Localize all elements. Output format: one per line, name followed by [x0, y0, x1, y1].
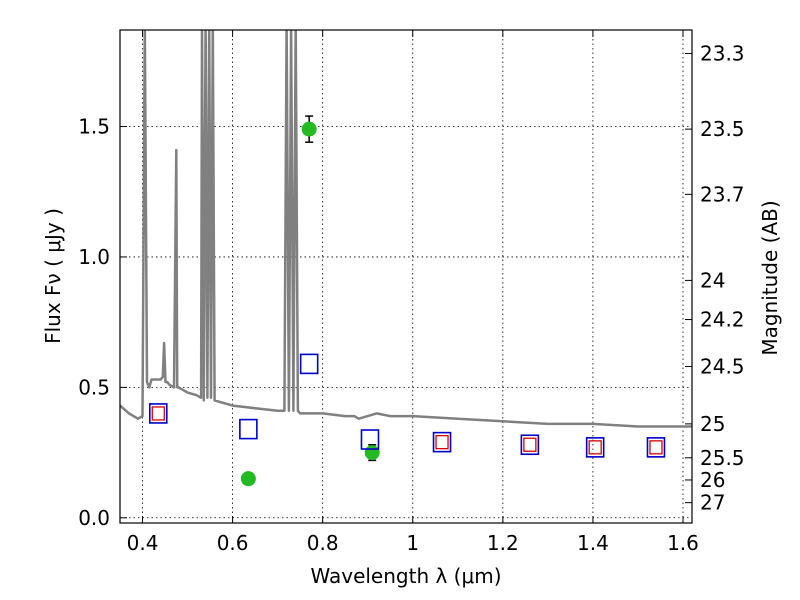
mag-tick-label: 24 [700, 268, 725, 292]
x-tick-label: 0.8 [307, 531, 339, 555]
x-tick-label: 1.4 [577, 531, 609, 555]
model-spectrum-line [120, 30, 692, 428]
mag-tick-label: 23.5 [700, 117, 745, 141]
y-axis-title: Flux Fν ( μJy ) [41, 208, 65, 344]
alt-phot-square [435, 434, 449, 450]
observed-point [364, 445, 380, 461]
model-phot-square [239, 418, 258, 440]
mag-tick-label: 27 [700, 491, 725, 515]
plot-frame [119, 29, 693, 524]
x-tick-label: 1.2 [487, 531, 519, 555]
y-tick-label: 1.5 [78, 115, 110, 139]
model-phot-square [360, 429, 380, 450]
mag-tick-label: 25 [700, 412, 725, 436]
grid [120, 30, 692, 523]
mag-tick-label: 24.2 [700, 308, 745, 332]
observed-point [301, 121, 317, 137]
model-phot-square [148, 403, 168, 424]
mag-tick-label: 23.7 [700, 182, 745, 206]
model-phot-square [299, 353, 319, 375]
alt-phot-square [649, 440, 663, 455]
x-tick-label: 1 [406, 531, 419, 555]
model-phot-square [585, 437, 605, 458]
alt-phot-square [151, 406, 165, 421]
x-tick-label: 1.6 [667, 531, 699, 555]
model-phot-square [646, 437, 666, 458]
alt-phot-square [523, 437, 537, 452]
mag-tick-label: 25.5 [700, 446, 745, 470]
series-layer [120, 30, 692, 487]
y-tick-label: 0.5 [78, 375, 110, 399]
right-axis-title: Magnitude (AB) [758, 200, 782, 355]
model-phot-square [520, 434, 540, 456]
ticks: 0.4 0.6 0.8 1 1.2 1.4 1.6 0.0 0.5 1.0 1.5 23.3 23.5 2… [78, 30, 745, 555]
mag-tick-label: 26 [700, 468, 725, 492]
mag-tick-label: 24.5 [700, 354, 745, 378]
alt-phot-square [588, 440, 602, 455]
y-tick-label: 1.0 [78, 245, 110, 269]
observed-point [240, 471, 256, 487]
x-tick-label: 0.4 [127, 531, 159, 555]
model-phot-square [432, 431, 452, 453]
y-tick-label: 0.0 [78, 506, 110, 530]
x-axis-title: Wavelength λ (μm) [310, 564, 501, 588]
mag-tick-label: 23.3 [700, 41, 745, 65]
x-tick-label: 0.6 [217, 531, 249, 555]
